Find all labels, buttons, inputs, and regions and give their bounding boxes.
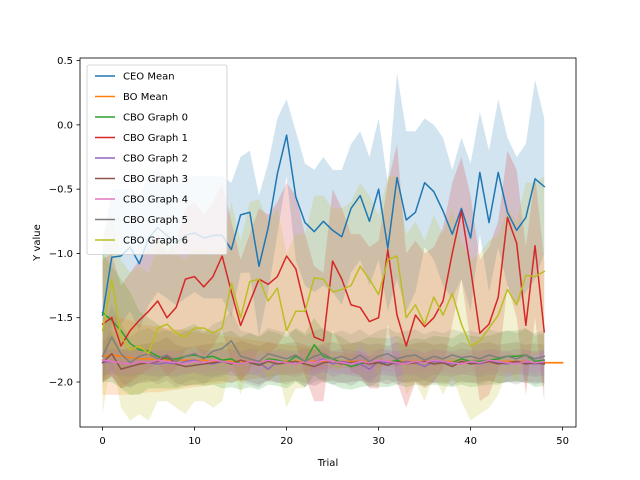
x-axis-label: Trial	[317, 458, 338, 469]
legend-label-cbo-graph-3: CBO Graph 3	[123, 174, 188, 185]
series-line-cbo-graph-1	[101, 210, 546, 347]
series-lines	[101, 134, 564, 370]
series-line-cbo-graph-4	[101, 359, 546, 365]
legend-label-cbo-graph-6: CBO Graph 6	[123, 236, 188, 247]
legend-label-cbo-graph-1: CBO Graph 1	[123, 133, 188, 144]
plot-frame	[79, 57, 577, 428]
x-tick-label: 40	[464, 436, 477, 447]
series-line-cbo-graph-5	[101, 336, 546, 364]
legend-label-cbo-graph-0: CBO Graph 0	[123, 113, 188, 124]
legend-box	[86, 64, 228, 255]
band-ceo-mean	[102, 73, 545, 389]
legend: CEO Mean BO Mean CBO Graph 0 CBO Graph 1 CBO…	[86, 64, 228, 255]
x-tick-label: 10	[188, 436, 201, 447]
y-axis-label: Y value	[32, 224, 43, 262]
legend-label-cbo-graph-4: CBO Graph 4	[123, 195, 188, 206]
legend-label-ceo-mean: CEO Mean	[123, 72, 175, 83]
x-tick-label: 0	[99, 436, 105, 447]
band-cbo-graph-5	[102, 304, 545, 389]
y-tick-label: 0.5	[57, 56, 73, 67]
band-bo-mean	[102, 315, 563, 395]
y-tick-label: −1.0	[49, 249, 73, 260]
y-tick-label: 0.0	[57, 120, 73, 131]
y-tick-label: −2.0	[49, 378, 73, 389]
axes: 0 10 20 30 40 50 −2.0 −1.5 −1.0 −0.5 0.0 0.5 Trial Y …	[32, 56, 577, 469]
legend-label-cbo-graph-5: CBO Graph 5	[123, 215, 188, 226]
x-tick-label: 20	[280, 436, 293, 447]
band-cbo-graph-2	[102, 346, 545, 382]
y-tick-label: −0.5	[49, 185, 73, 196]
legend-label-bo-mean: BO Mean	[123, 92, 168, 103]
series-line-cbo-graph-6	[101, 255, 546, 355]
y-tick-label: −1.5	[49, 313, 73, 324]
x-tick-label: 50	[556, 436, 569, 447]
series-line-cbo-graph-3	[101, 352, 546, 370]
x-tick-label: 30	[372, 436, 385, 447]
legend-label-cbo-graph-2: CBO Graph 2	[123, 154, 188, 165]
